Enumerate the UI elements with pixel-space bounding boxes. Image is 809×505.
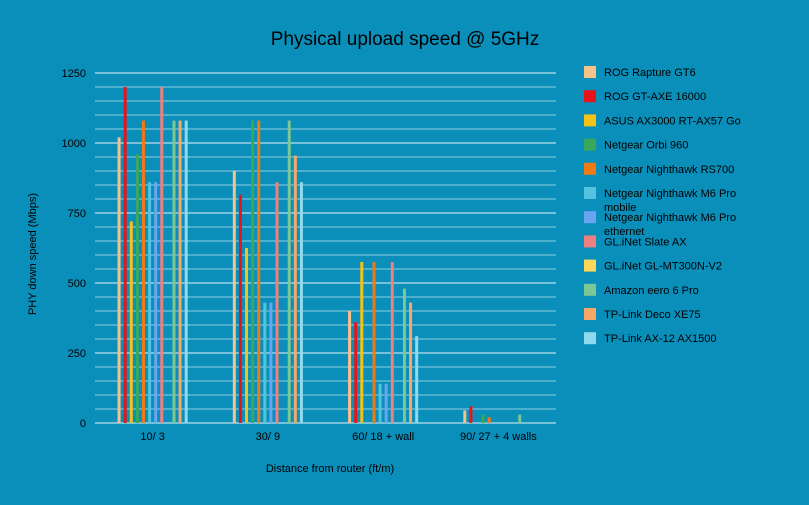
legend-item[interactable]: TP-Link AX-12 AX1500 bbox=[584, 332, 717, 345]
bar-0-0 bbox=[117, 137, 121, 423]
y-tick-label: 0 bbox=[80, 418, 86, 430]
legend: ROG Rapture GT6 ROG GT-AXE 16000 ASUS AX30… bbox=[584, 66, 741, 345]
bar-1-2 bbox=[354, 322, 358, 423]
legend-label: ASUS AX3000 RT-AX57 Go bbox=[604, 115, 741, 127]
x-tick-label: 10/ 3 bbox=[140, 431, 164, 443]
x-tick-label: 30/ 9 bbox=[256, 431, 280, 443]
bar-1-1 bbox=[238, 194, 242, 423]
legend-label: Amazon eero 6 Pro bbox=[604, 285, 699, 297]
bar-2-1 bbox=[245, 248, 249, 423]
legend-swatch bbox=[584, 308, 596, 320]
legend-item[interactable]: Netgear Nighthawk M6 Pro ethernet bbox=[584, 211, 736, 238]
legend-item[interactable]: ASUS AX3000 RT-AX57 Go bbox=[584, 114, 741, 127]
bar-3-3 bbox=[481, 414, 485, 423]
chart-title: Physical upload speed @ 5GHz bbox=[271, 29, 540, 50]
bars bbox=[117, 87, 522, 423]
x-axis-label: Distance from router (ft/m) bbox=[266, 463, 394, 475]
legend-label: GL.iNet GL-MT300N-V2 bbox=[604, 261, 722, 273]
bar-4-0 bbox=[141, 120, 145, 423]
y-axis-label: PHY down speed (Mbps) bbox=[27, 193, 39, 315]
x-tick-label: 60/ 18 + wall bbox=[352, 431, 414, 443]
legend-label: ROG GT-AXE 16000 bbox=[604, 91, 706, 103]
y-tick-label: 750 bbox=[68, 208, 86, 220]
bar-10-0 bbox=[178, 120, 182, 423]
legend-swatch bbox=[584, 235, 596, 248]
y-tick-label: 500 bbox=[68, 278, 86, 290]
legend-item[interactable]: ROG GT-AXE 16000 bbox=[584, 90, 706, 103]
legend-swatch bbox=[584, 259, 596, 272]
legend-item[interactable]: Amazon eero 6 Pro bbox=[584, 283, 699, 297]
bar-10-2 bbox=[409, 302, 413, 423]
legend-item[interactable]: GL.iNet Slate AX bbox=[584, 235, 687, 248]
bar-6-2 bbox=[384, 383, 388, 423]
legend-item[interactable]: TP-Link Deco XE75 bbox=[584, 308, 701, 321]
y-tick-labels: 0 250 500 750 1000 1250 bbox=[62, 68, 86, 430]
bar-7-2 bbox=[390, 262, 394, 423]
bar-3-1 bbox=[251, 120, 255, 423]
bar-5-0 bbox=[148, 182, 152, 423]
legend-item[interactable]: Netgear Nighthawk M6 Pro mobile bbox=[584, 187, 736, 214]
bar-11-0 bbox=[184, 120, 188, 423]
x-tick-labels: 10/ 3 30/ 9 60/ 18 + wall 90/ 27 + 4 walls bbox=[140, 431, 537, 443]
bar-11-2 bbox=[415, 336, 419, 423]
legend-label: TP-Link AX-12 AX1500 bbox=[604, 333, 717, 345]
legend-label: ROG Rapture GT6 bbox=[604, 67, 696, 79]
legend-label: Netgear Nighthawk M6 Pro mobile bbox=[604, 188, 736, 214]
legend-item[interactable]: ROG Rapture GT6 bbox=[584, 66, 696, 79]
legend-label: Netgear Nighthawk RS700 bbox=[604, 164, 734, 176]
bar-9-3 bbox=[518, 414, 522, 423]
bar-9-0 bbox=[172, 120, 176, 423]
bar-0-2 bbox=[348, 311, 352, 423]
legend-item[interactable]: Netgear Nighthawk RS700 bbox=[584, 162, 734, 176]
gridlines bbox=[95, 72, 556, 424]
bar-4-1 bbox=[257, 120, 261, 423]
bar-1-3 bbox=[469, 406, 473, 423]
legend-item[interactable]: GL.iNet GL-MT300N-V2 bbox=[584, 259, 722, 273]
bar-10-1 bbox=[293, 155, 297, 423]
bar-0-1 bbox=[232, 171, 236, 423]
legend-swatch bbox=[584, 283, 596, 296]
y-tick-label: 1250 bbox=[62, 68, 86, 80]
legend-swatch bbox=[584, 332, 596, 345]
legend-item[interactable]: Netgear Orbi 960 bbox=[584, 138, 688, 152]
x-tick-label: 90/ 27 + 4 walls bbox=[460, 431, 537, 443]
bar-7-1 bbox=[275, 182, 279, 423]
bar-2-2 bbox=[360, 262, 364, 423]
bar-9-2 bbox=[402, 288, 406, 423]
bar-6-1 bbox=[269, 302, 273, 423]
legend-swatch bbox=[584, 187, 596, 199]
legend-swatch bbox=[584, 66, 596, 78]
bar-7-0 bbox=[160, 87, 164, 423]
legend-swatch bbox=[584, 90, 596, 103]
bar-4-3 bbox=[487, 417, 491, 423]
bar-9-1 bbox=[287, 120, 291, 423]
legend-swatch bbox=[584, 114, 596, 127]
legend-label: Netgear Orbi 960 bbox=[604, 140, 688, 152]
legend-label: TP-Link Deco XE75 bbox=[604, 309, 701, 321]
bar-11-1 bbox=[299, 182, 303, 423]
bar-5-2 bbox=[378, 383, 382, 423]
bar-1-0 bbox=[123, 87, 127, 423]
legend-swatch bbox=[584, 211, 596, 224]
bar-6-0 bbox=[154, 182, 158, 423]
bar-3-0 bbox=[135, 154, 139, 423]
bar-4-2 bbox=[372, 262, 376, 423]
bar-0-3 bbox=[463, 410, 467, 423]
bar-2-0 bbox=[129, 221, 133, 423]
legend-label: GL.iNet Slate AX bbox=[604, 236, 687, 248]
bar-5-1 bbox=[263, 302, 267, 423]
legend-label: Netgear Nighthawk M6 Pro ethernet bbox=[604, 212, 736, 238]
legend-swatch bbox=[584, 138, 596, 151]
legend-swatch bbox=[584, 162, 596, 175]
y-tick-label: 1000 bbox=[62, 138, 86, 150]
y-tick-label: 250 bbox=[68, 348, 86, 360]
